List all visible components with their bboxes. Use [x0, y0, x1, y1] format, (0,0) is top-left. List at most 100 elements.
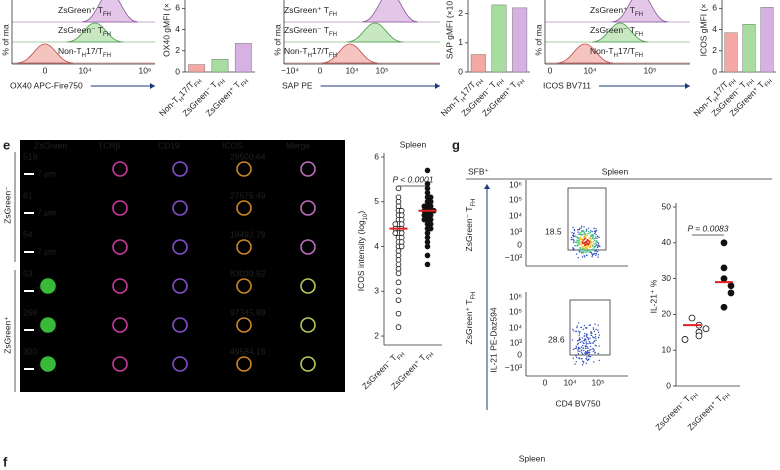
text-part: FH	[471, 292, 477, 300]
event-dot	[597, 246, 599, 248]
text-part: ZsGreen⁺ T	[58, 5, 103, 15]
y-tick-label: 10³	[510, 226, 522, 236]
event-count: 268	[23, 307, 37, 317]
event-dot	[583, 226, 585, 228]
event-dot	[595, 254, 597, 257]
text-part: Non-T	[590, 46, 614, 56]
y-axis-label: IL-21⁺ %	[648, 279, 658, 313]
event-dot	[577, 256, 579, 259]
y-tick-label: 6	[374, 151, 379, 161]
y-tick-label: 0	[666, 380, 671, 390]
event-dot	[594, 247, 596, 249]
event-dot	[579, 331, 581, 333]
event-dot	[582, 240, 584, 242]
event-dot	[587, 343, 589, 345]
text-part: FH	[103, 32, 111, 38]
text-part: 10	[363, 213, 369, 220]
text-part: H	[178, 96, 185, 103]
data-point	[395, 270, 402, 277]
event-count: 53	[23, 268, 33, 278]
event-dot	[572, 247, 574, 249]
histogram-curve	[361, 0, 419, 23]
text-part: FH	[103, 53, 111, 59]
event-dot	[587, 227, 590, 230]
column-header: ICOS	[222, 140, 243, 150]
row-group-label: ZsGreen⁺	[2, 316, 12, 354]
event-dot	[578, 228, 580, 231]
event-dot	[593, 337, 595, 339]
event-dot	[593, 243, 595, 245]
event-dot	[580, 248, 582, 250]
event-count: 300	[23, 346, 37, 356]
event-dot	[579, 338, 581, 341]
event-dot	[587, 249, 589, 251]
scale-bar-label: 7 μm	[37, 246, 56, 256]
text-part: FH	[516, 78, 526, 88]
text-part: FH	[396, 351, 406, 361]
y-tick-label: 40	[662, 237, 672, 247]
text-part: H	[460, 96, 467, 103]
event-dot	[573, 248, 575, 250]
text-part: FH	[764, 78, 774, 88]
event-dot	[597, 242, 600, 244]
event-dot	[598, 334, 601, 336]
bar	[724, 32, 738, 73]
cell	[172, 161, 188, 177]
y-tick-label: 6	[712, 3, 717, 13]
panel-title: Spleen	[519, 453, 546, 463]
event-dot	[595, 240, 597, 243]
event-dot	[572, 226, 574, 229]
event-dot	[576, 240, 578, 243]
event-dot	[586, 250, 589, 252]
event-dot	[593, 232, 596, 235]
cell	[300, 239, 316, 255]
x-tick-label: 10⁶	[139, 65, 152, 75]
event-dot	[585, 246, 588, 249]
text-part: FH	[425, 351, 435, 361]
event-dot	[597, 352, 600, 355]
event-dot	[584, 246, 586, 248]
cell	[40, 317, 56, 333]
event-dot	[586, 359, 589, 362]
cell	[236, 239, 252, 255]
gate-percentage: 18.5	[545, 226, 562, 236]
event-dot	[580, 350, 583, 352]
y-tick-label: 3	[374, 286, 379, 296]
y-tick-label: 0	[175, 66, 180, 76]
event-dot	[582, 362, 585, 364]
cell	[300, 356, 316, 372]
event-dot	[592, 342, 594, 344]
event-dot	[575, 355, 577, 357]
cell	[236, 356, 252, 372]
text-part: ZsGreen⁻ T	[590, 25, 635, 35]
event-dot	[594, 344, 596, 347]
x-axis-label: OX40 APC-Fire750	[10, 80, 83, 90]
event-dot	[589, 342, 591, 344]
event-dot	[574, 245, 576, 247]
event-dot	[575, 361, 577, 363]
event-dot	[588, 351, 591, 354]
event-dot	[591, 249, 594, 251]
event-dot	[599, 245, 601, 248]
event-dot	[589, 356, 591, 358]
event-dot	[587, 243, 589, 246]
text-part: H	[614, 53, 618, 59]
data-point	[727, 289, 735, 297]
event-dot	[598, 359, 600, 362]
event-dot	[581, 364, 584, 366]
event-dot	[583, 238, 586, 241]
event-count: 54	[23, 229, 33, 239]
event-dot	[573, 240, 575, 242]
data-point	[720, 264, 728, 272]
event-dot	[582, 242, 585, 245]
event-dot	[593, 349, 596, 351]
data-point	[395, 279, 402, 286]
tissue-label: Spleen	[602, 166, 629, 176]
event-dot	[598, 244, 600, 246]
event-dot	[580, 242, 582, 245]
event-dot	[575, 253, 578, 255]
y-tick-label: 2	[712, 45, 717, 55]
event-dot	[578, 347, 581, 349]
event-dot	[594, 239, 596, 242]
event-dot	[587, 347, 589, 350]
